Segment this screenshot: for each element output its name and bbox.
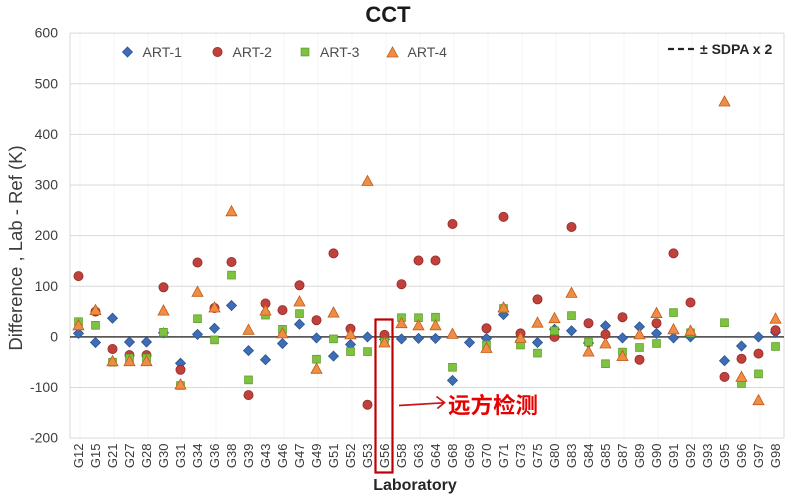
svg-text:G49: G49 [309, 444, 324, 469]
svg-text:G34: G34 [190, 444, 205, 469]
svg-text:G95: G95 [717, 444, 732, 469]
svg-text:600: 600 [35, 25, 59, 41]
svg-text:G36: G36 [207, 444, 222, 469]
svg-text:G51: G51 [326, 444, 341, 469]
svg-text:G39: G39 [241, 444, 256, 469]
svg-text:G90: G90 [649, 444, 664, 469]
svg-text:G46: G46 [275, 444, 290, 469]
svg-text:G70: G70 [479, 444, 494, 469]
svg-text:300: 300 [35, 177, 59, 193]
svg-text:G28: G28 [139, 444, 154, 469]
svg-text:G64: G64 [428, 444, 443, 469]
svg-text:G21: G21 [105, 444, 120, 469]
svg-text:ART-1: ART-1 [143, 44, 183, 60]
svg-text:G89: G89 [632, 444, 647, 469]
svg-text:G73: G73 [513, 444, 528, 469]
svg-text:G97: G97 [751, 444, 766, 469]
svg-text:G71: G71 [496, 444, 511, 469]
svg-text:400: 400 [35, 126, 59, 142]
svg-text:100: 100 [35, 278, 59, 294]
svg-text:G69: G69 [462, 444, 477, 469]
svg-text:ART-2: ART-2 [233, 44, 273, 60]
svg-text:Laboratory: Laboratory [373, 477, 457, 494]
svg-text:G63: G63 [411, 444, 426, 469]
svg-text:G15: G15 [88, 444, 103, 469]
svg-text:G31: G31 [173, 444, 188, 469]
svg-text:G96: G96 [734, 444, 749, 469]
svg-text:G43: G43 [258, 444, 273, 469]
svg-text:0: 0 [50, 328, 58, 344]
svg-text:G38: G38 [224, 444, 239, 469]
svg-text:G58: G58 [394, 444, 409, 469]
svg-text:G93: G93 [700, 444, 715, 469]
svg-text:G68: G68 [445, 444, 460, 469]
svg-text:G80: G80 [547, 444, 562, 469]
svg-text:G27: G27 [122, 444, 137, 469]
svg-text:G75: G75 [530, 444, 545, 469]
svg-text:± SDPA x 2: ± SDPA x 2 [700, 41, 772, 57]
svg-text:500: 500 [35, 75, 59, 91]
svg-text:CCT: CCT [365, 2, 411, 27]
svg-text:G83: G83 [564, 444, 579, 469]
svg-text:G12: G12 [71, 444, 86, 469]
svg-text:-100: -100 [30, 379, 58, 395]
svg-text:G53: G53 [360, 444, 375, 469]
svg-text:Difference , Lab - Ref (K): Difference , Lab - Ref (K) [5, 145, 26, 350]
svg-text:ART-4: ART-4 [408, 44, 448, 60]
svg-text:G98: G98 [768, 444, 783, 469]
svg-text:G92: G92 [683, 444, 698, 469]
svg-text:ART-3: ART-3 [320, 44, 360, 60]
svg-text:G87: G87 [615, 444, 630, 469]
svg-text:200: 200 [35, 227, 59, 243]
svg-text:-200: -200 [30, 430, 58, 446]
svg-text:G52: G52 [343, 444, 358, 469]
svg-text:G47: G47 [292, 444, 307, 469]
svg-text:G84: G84 [581, 444, 596, 469]
svg-text:G30: G30 [156, 444, 171, 469]
svg-text:G56: G56 [377, 444, 392, 469]
svg-text:G85: G85 [598, 444, 613, 469]
svg-text:G91: G91 [666, 444, 681, 469]
